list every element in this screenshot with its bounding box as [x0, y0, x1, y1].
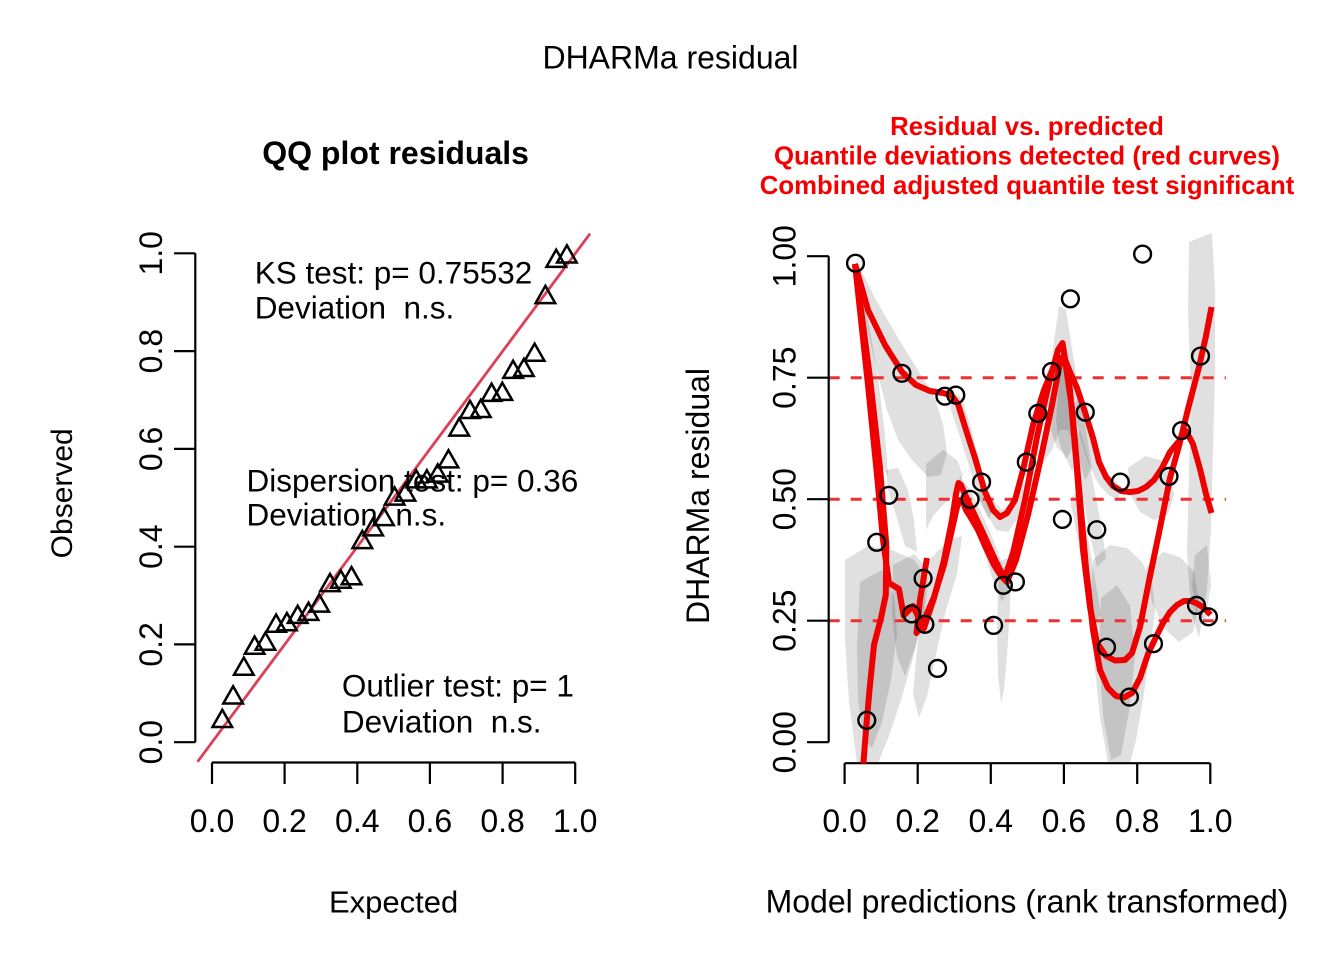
svg-text:Expected: Expected: [329, 885, 458, 920]
svg-text:0.0: 0.0: [190, 803, 234, 839]
svg-text:QQ plot residuals: QQ plot residuals: [262, 135, 529, 171]
svg-text:0.2: 0.2: [895, 803, 939, 839]
svg-text:Deviation n.s.: Deviation n.s.: [255, 289, 455, 325]
svg-text:0.2: 0.2: [133, 622, 169, 666]
svg-text:0.6: 0.6: [133, 427, 169, 471]
svg-text:Outlier test: p= 1: Outlier test: p= 1: [342, 667, 574, 703]
svg-text:Residual vs. predicted: Residual vs. predicted: [890, 113, 1164, 141]
svg-text:0.4: 0.4: [969, 803, 1013, 839]
svg-text:0.25: 0.25: [767, 590, 803, 652]
svg-text:Observed: Observed: [46, 428, 79, 558]
svg-text:1.0: 1.0: [553, 803, 597, 839]
svg-text:DHARMa residual: DHARMa residual: [542, 40, 798, 76]
svg-text:Dispersion test: p= 0.36: Dispersion test: p= 0.36: [247, 462, 579, 498]
svg-text:1.00: 1.00: [767, 225, 803, 287]
svg-text:1.0: 1.0: [133, 231, 169, 275]
svg-text:Combined adjusted quantile tes: Combined adjusted quantile test signific…: [760, 172, 1295, 200]
svg-text:KS test: p= 0.75532: KS test: p= 0.75532: [255, 255, 533, 291]
svg-text:0.0: 0.0: [133, 720, 169, 764]
svg-text:Deviation n.s.: Deviation n.s.: [247, 497, 447, 533]
svg-text:0.2: 0.2: [262, 803, 306, 839]
svg-text:0.8: 0.8: [480, 803, 524, 839]
svg-text:0.75: 0.75: [767, 347, 803, 409]
svg-text:Model predictions (rank transf: Model predictions (rank transformed): [766, 884, 1289, 920]
svg-text:0.6: 0.6: [1042, 803, 1086, 839]
svg-text:0.8: 0.8: [1115, 803, 1159, 839]
svg-text:Quantile deviations detected (: Quantile deviations detected (red curves…: [774, 142, 1280, 170]
svg-text:1.0: 1.0: [1188, 803, 1232, 839]
svg-text:Deviation n.s.: Deviation n.s.: [342, 703, 542, 739]
svg-text:DHARMa residual: DHARMa residual: [680, 368, 716, 624]
svg-text:0.6: 0.6: [408, 803, 452, 839]
svg-text:0.0: 0.0: [822, 803, 866, 839]
svg-text:0.00: 0.00: [767, 711, 803, 773]
svg-text:0.50: 0.50: [767, 468, 803, 530]
svg-text:0.4: 0.4: [335, 803, 379, 839]
svg-text:0.8: 0.8: [133, 329, 169, 373]
svg-text:0.4: 0.4: [133, 524, 169, 568]
